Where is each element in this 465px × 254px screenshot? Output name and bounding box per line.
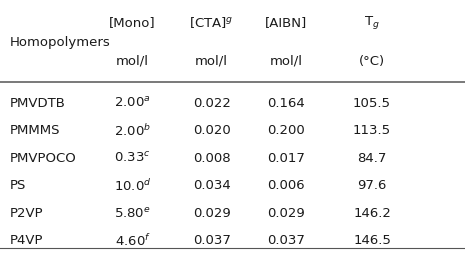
- Text: 2.00$^b$: 2.00$^b$: [114, 122, 151, 138]
- Text: (°C): (°C): [359, 55, 385, 67]
- Text: 0.020: 0.020: [193, 124, 231, 137]
- Text: [AIBN]: [AIBN]: [265, 17, 307, 29]
- Text: 0.022: 0.022: [193, 97, 231, 109]
- Text: 4.60$^f$: 4.60$^f$: [114, 232, 151, 248]
- Text: PMVPOCO: PMVPOCO: [9, 151, 76, 164]
- Text: [CTA]$^g$: [CTA]$^g$: [189, 15, 234, 30]
- Text: 0.006: 0.006: [267, 179, 305, 192]
- Text: P4VP: P4VP: [9, 234, 43, 246]
- Text: PS: PS: [9, 179, 26, 192]
- Text: T$_g$: T$_g$: [364, 14, 380, 31]
- Text: P2VP: P2VP: [9, 206, 43, 219]
- Text: mol/l: mol/l: [195, 55, 228, 67]
- Text: 0.33$^c$: 0.33$^c$: [114, 151, 151, 165]
- Text: 0.200: 0.200: [267, 124, 305, 137]
- Text: 105.5: 105.5: [353, 97, 391, 109]
- Text: 113.5: 113.5: [353, 124, 391, 137]
- Text: 2.00$^a$: 2.00$^a$: [114, 96, 151, 110]
- Text: 0.029: 0.029: [267, 206, 305, 219]
- Text: 0.008: 0.008: [193, 151, 230, 164]
- Text: 0.017: 0.017: [267, 151, 305, 164]
- Text: [Mono]: [Mono]: [109, 17, 156, 29]
- Text: 0.037: 0.037: [193, 234, 231, 246]
- Text: PMMMS: PMMMS: [9, 124, 60, 137]
- Text: 0.037: 0.037: [267, 234, 305, 246]
- Text: 146.5: 146.5: [353, 234, 391, 246]
- Text: 0.029: 0.029: [193, 206, 231, 219]
- Text: 84.7: 84.7: [357, 151, 387, 164]
- Text: Homopolymers: Homopolymers: [9, 36, 110, 48]
- Text: 0.164: 0.164: [267, 97, 305, 109]
- Text: PMVDTB: PMVDTB: [9, 97, 65, 109]
- Text: 10.0$^d$: 10.0$^d$: [114, 177, 151, 193]
- Text: 146.2: 146.2: [353, 206, 391, 219]
- Text: 97.6: 97.6: [357, 179, 387, 192]
- Text: mol/l: mol/l: [116, 55, 149, 67]
- Text: 0.034: 0.034: [193, 179, 231, 192]
- Text: 5.80$^e$: 5.80$^e$: [114, 206, 151, 219]
- Text: mol/l: mol/l: [270, 55, 302, 67]
